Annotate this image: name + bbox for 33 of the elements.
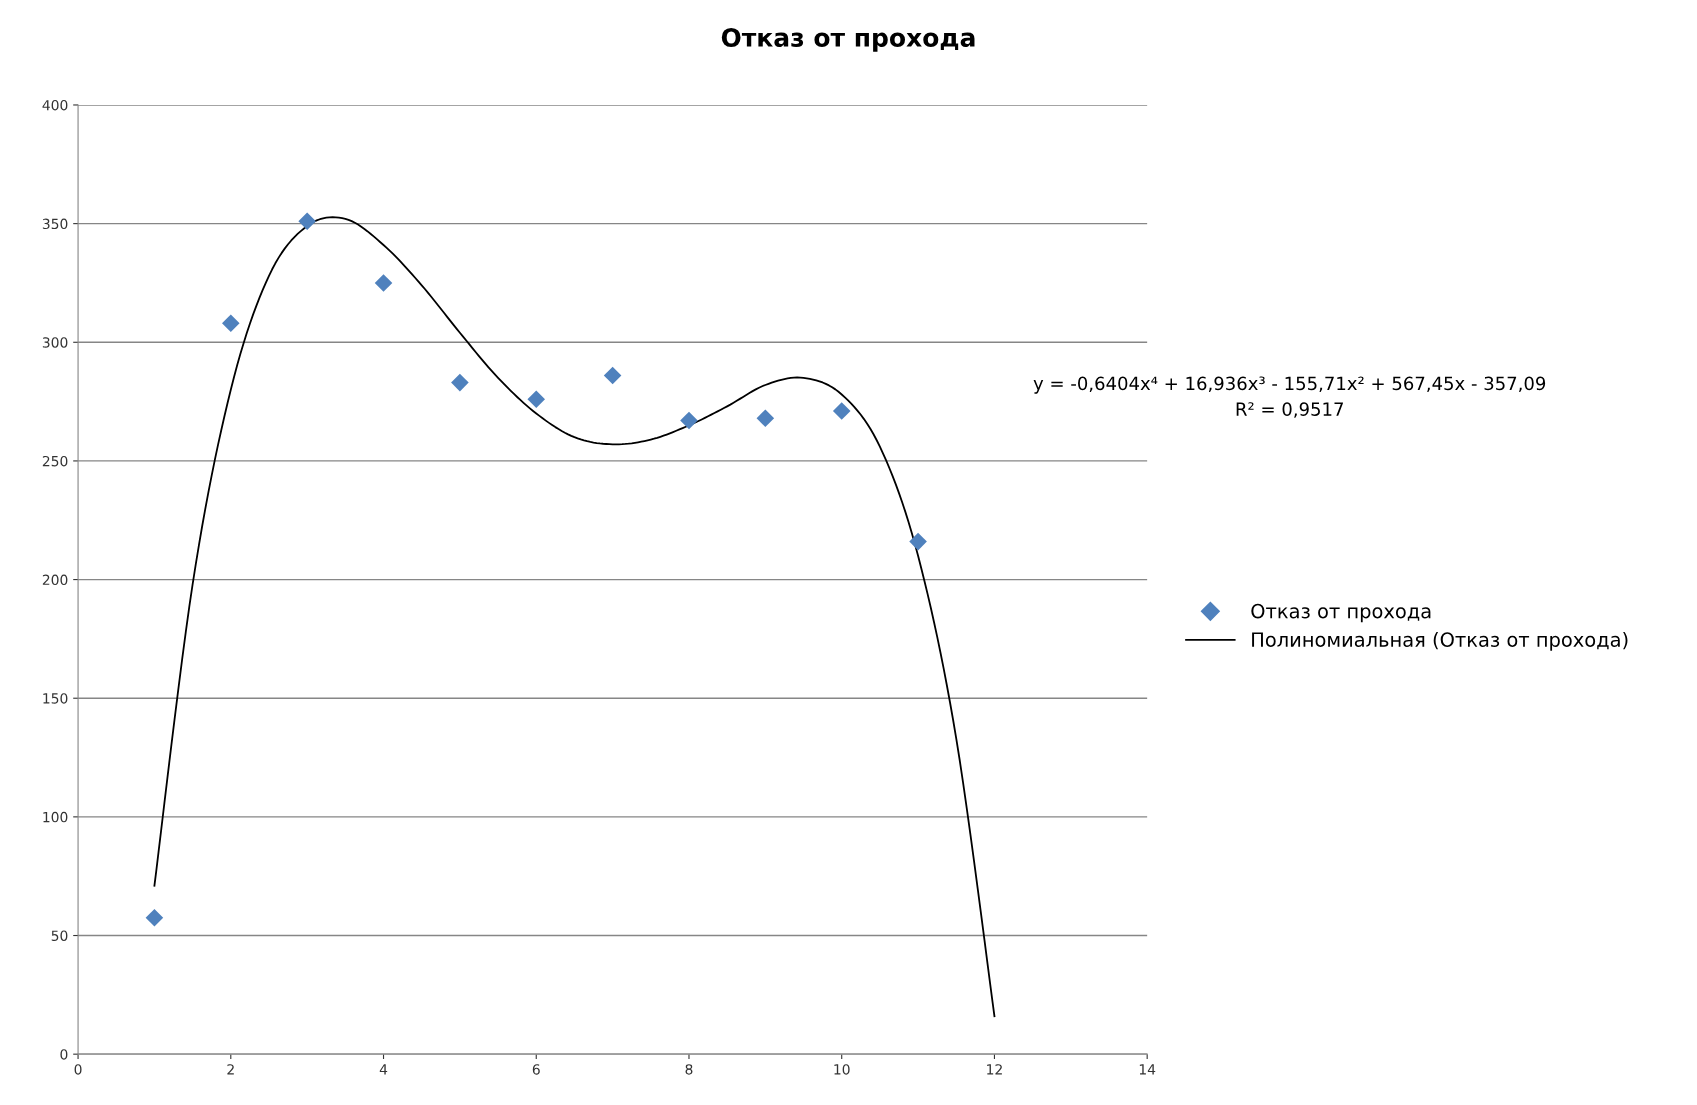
x-tick-label: 2 (227, 1064, 234, 1075)
point (756, 409, 775, 427)
point (145, 908, 164, 927)
y-tick-label: 50 (51, 930, 68, 941)
y-tick-label: 250 (42, 455, 68, 467)
x-tick-label: 8 (685, 1064, 693, 1075)
y-tick-label: 150 (43, 693, 68, 704)
point (603, 366, 622, 385)
y-tick-label: 200 (42, 574, 68, 586)
point (222, 314, 240, 333)
point (451, 373, 469, 392)
x-tick-label: 6 (532, 1064, 540, 1075)
legend-label: Отказ от прохода (1251, 603, 1431, 623)
chart-title: Отказ от прохода (721, 28, 975, 52)
y-tick-label: 400 (42, 99, 68, 111)
x-tick-label: 14 (1139, 1064, 1156, 1075)
x-tick-label: 10 (834, 1064, 850, 1075)
x-tick-label: 0 (74, 1064, 82, 1075)
point (680, 411, 698, 430)
point (832, 402, 851, 420)
point (527, 390, 546, 409)
y-tick-label: 350 (42, 218, 68, 230)
legend-label: Полиномиальная (Отказ от прохода) (1252, 631, 1628, 651)
y-tick-label: 0 (60, 1049, 68, 1060)
point (374, 274, 393, 292)
x-tick-label: 12 (987, 1064, 1002, 1075)
annotation: y = -0,6404x⁴ + 16,936x³ - 155,71x² + 567,45x - 357,09 (1033, 376, 1546, 394)
point (298, 212, 316, 231)
x-tick-label: 4 (379, 1064, 388, 1075)
y-tick-label: 100 (43, 811, 68, 823)
y-tick-label: 300 (42, 337, 68, 348)
point (909, 532, 927, 551)
text: R² = 0,9517 (1236, 402, 1343, 418)
